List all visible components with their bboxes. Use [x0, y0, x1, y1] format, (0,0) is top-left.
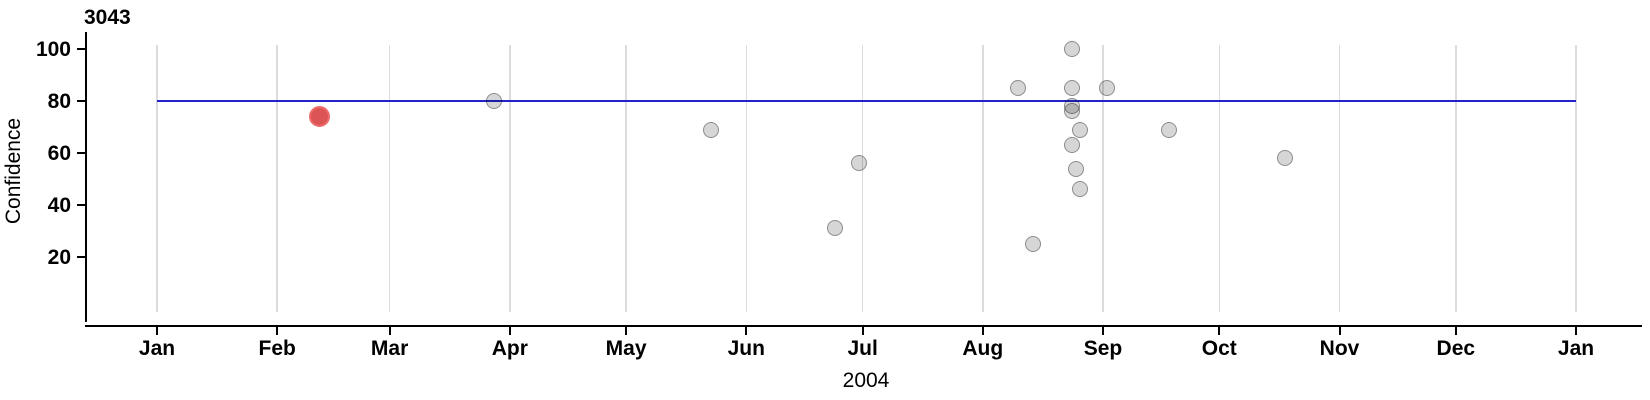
x-tick-mark	[156, 327, 158, 335]
y-tick-label: 100	[35, 37, 71, 61]
y-tick-label: 20	[47, 245, 71, 269]
x-axis-line	[85, 325, 1642, 327]
data-point	[486, 93, 503, 109]
x-tick-label: Mar	[370, 337, 409, 360]
data-point	[703, 121, 720, 138]
x-tick-label: Aug	[962, 337, 1004, 360]
x-tick-mark	[981, 327, 984, 335]
x-tick-mark	[1575, 327, 1577, 335]
x-tick-label: Apr	[491, 337, 528, 360]
data-point	[1098, 80, 1115, 96]
x-tick-label: Jan	[1557, 337, 1595, 360]
x-tick-label: Nov	[1319, 337, 1360, 360]
data-point	[1063, 137, 1080, 154]
x-tick-mark	[625, 327, 628, 335]
month-gridline	[509, 45, 511, 312]
month-gridline	[625, 45, 627, 312]
month-gridline	[745, 45, 748, 312]
y-tick-mark	[77, 48, 85, 50]
chart-title: 3043	[84, 6, 131, 29]
y-tick-label: 60	[47, 141, 71, 165]
y-tick-mark	[77, 100, 85, 102]
data-point	[850, 155, 867, 172]
x-tick-label: Oct	[1201, 337, 1237, 360]
month-gridline	[1338, 45, 1341, 312]
month-gridline	[1455, 45, 1457, 312]
highlighted-data-point	[309, 106, 331, 128]
data-point	[1277, 150, 1294, 167]
data-point	[827, 220, 844, 237]
x-tick-mark	[1454, 327, 1457, 335]
x-tick-label: Feb	[258, 337, 296, 360]
data-point	[1063, 41, 1080, 57]
x-tick-mark	[745, 327, 748, 335]
x-tick-label: Dec	[1436, 337, 1476, 360]
data-point	[1063, 103, 1080, 120]
data-point	[1071, 121, 1088, 138]
data-point	[1025, 236, 1042, 252]
month-gridline	[1218, 45, 1221, 312]
x-tick-mark	[388, 327, 391, 335]
month-gridline	[276, 45, 278, 312]
month-gridline	[982, 45, 984, 312]
x-tick-label: Jul	[847, 337, 878, 360]
y-tick-mark	[77, 204, 85, 206]
data-point	[1071, 181, 1088, 198]
x-tick-mark	[508, 327, 511, 335]
x-tick-mark	[861, 327, 864, 335]
month-gridline	[1575, 45, 1577, 312]
y-tick-mark	[77, 256, 85, 258]
month-gridline	[156, 45, 158, 312]
data-point	[1009, 80, 1026, 96]
data-point	[1067, 160, 1084, 177]
x-tick-label: Jun	[727, 337, 765, 360]
x-tick-label: Jan	[138, 337, 176, 360]
x-tick-mark	[1218, 327, 1221, 335]
x-tick-mark	[1338, 327, 1341, 335]
y-tick-label: 40	[47, 193, 71, 217]
x-axis-title: 2004	[842, 369, 890, 392]
x-tick-label: May	[605, 337, 647, 360]
x-tick-label: Sep	[1083, 337, 1123, 360]
month-gridline	[1102, 45, 1104, 312]
y-axis-line	[85, 32, 87, 322]
reference-line	[157, 100, 1576, 102]
month-gridline	[388, 45, 391, 312]
month-gridline	[861, 45, 864, 312]
y-tick-label: 80	[47, 89, 71, 113]
y-tick-mark	[77, 152, 85, 154]
x-tick-mark	[276, 327, 279, 335]
data-point	[1160, 121, 1177, 138]
x-tick-mark	[1102, 327, 1104, 335]
data-point	[1063, 80, 1080, 96]
